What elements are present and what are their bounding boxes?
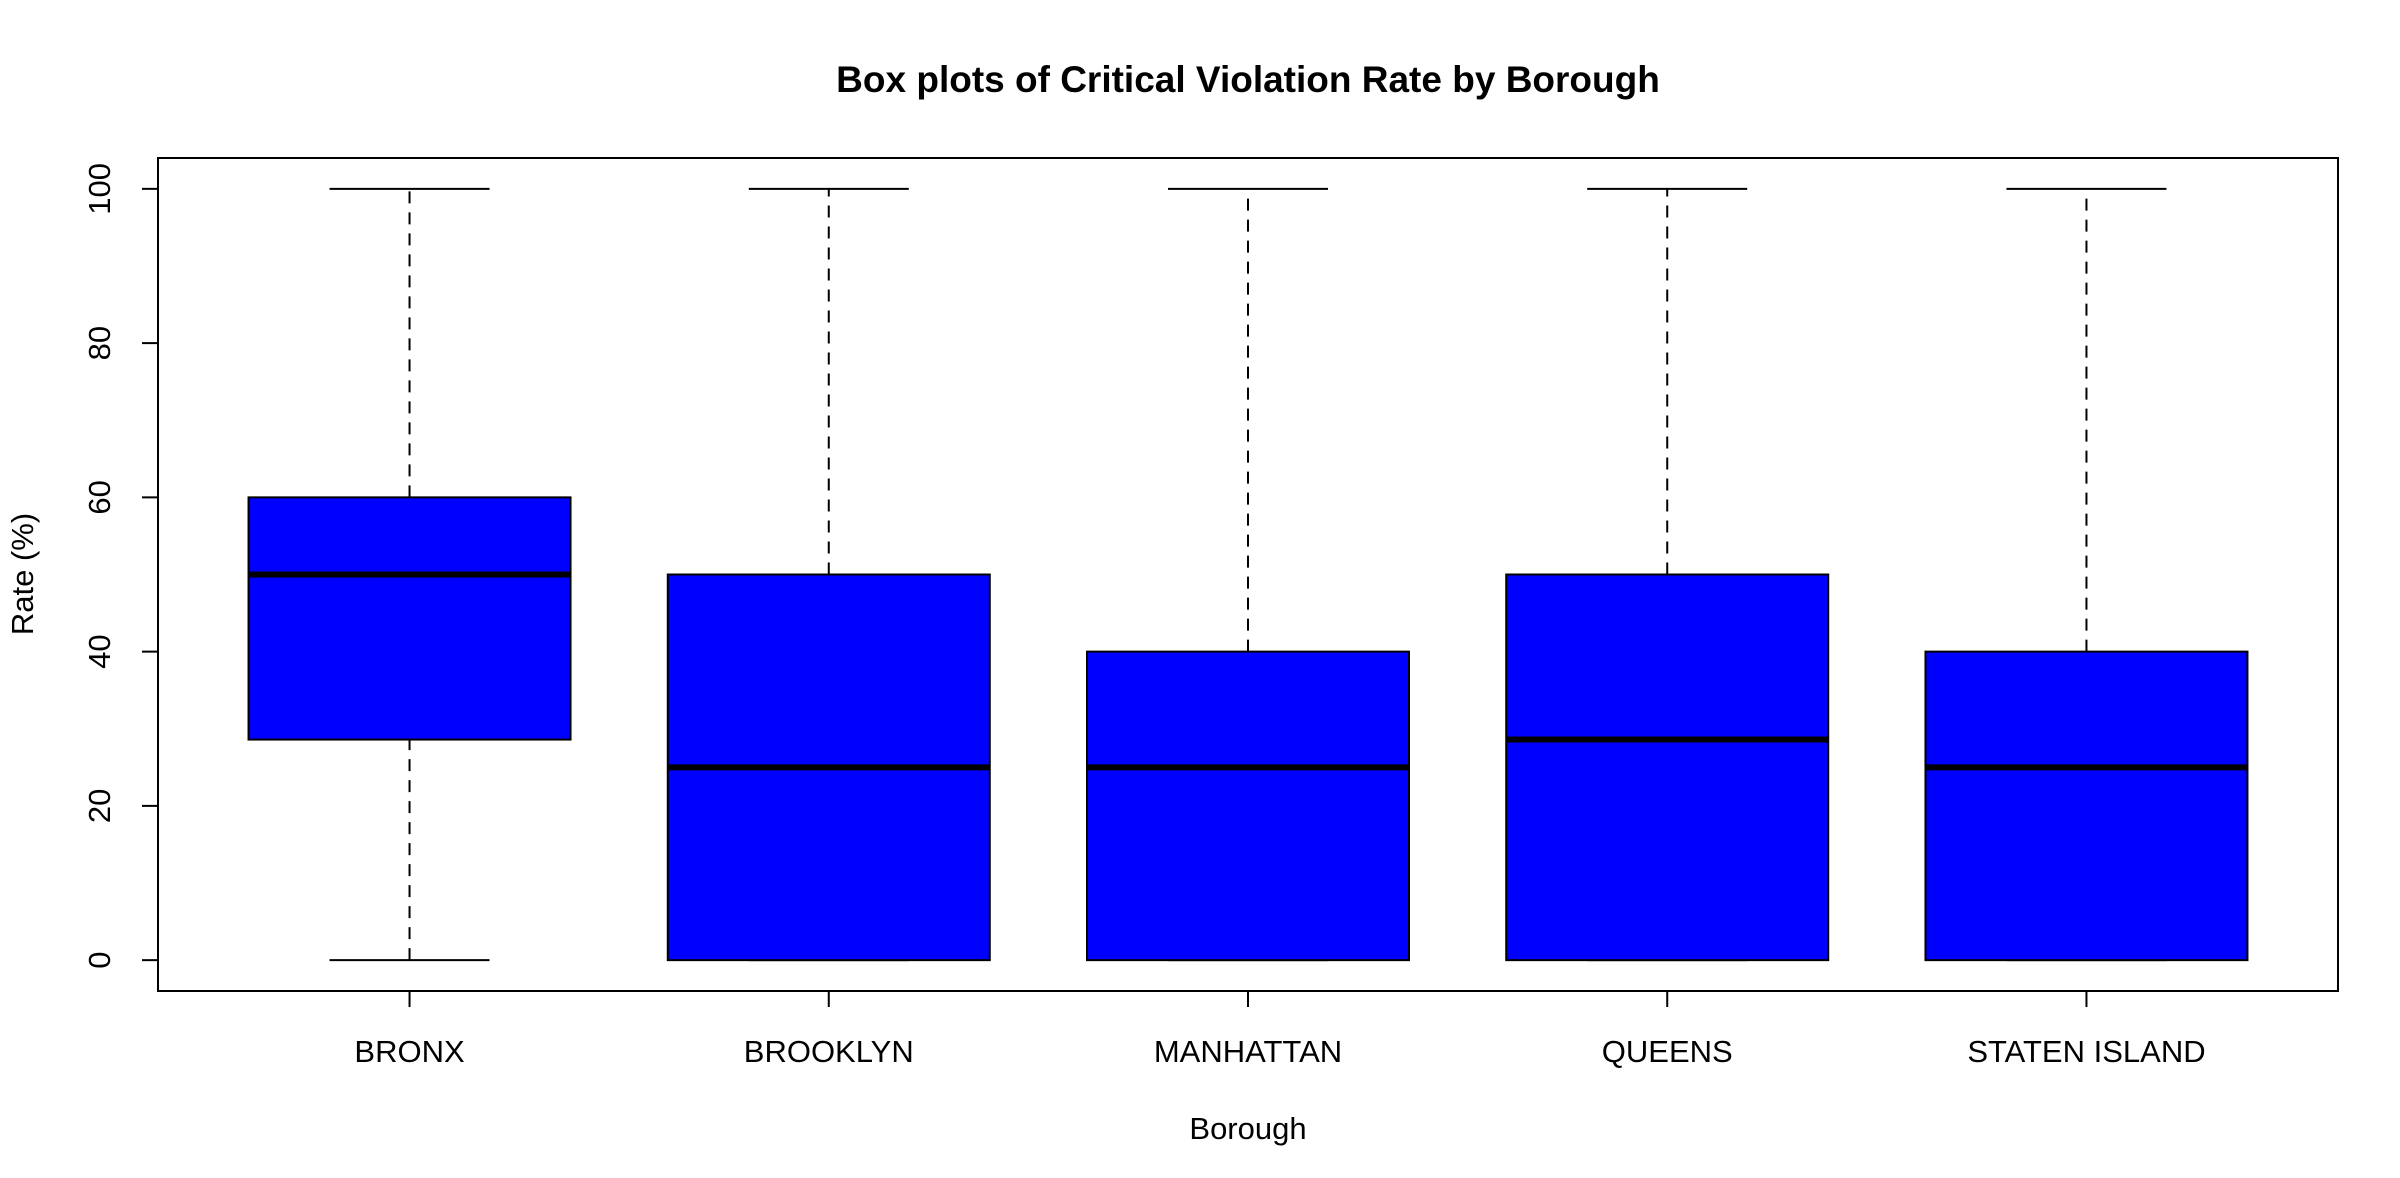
y-tick-label: 40 [82, 634, 117, 668]
y-tick-label: 80 [82, 326, 117, 360]
iqr-box [1505, 573, 1830, 962]
x-tick-label: BRONX [354, 1034, 465, 1069]
iqr-box [1086, 650, 1410, 962]
x-axis-label: Borough [1189, 1111, 1306, 1146]
box-queens [1505, 187, 1830, 962]
boxes [247, 187, 2249, 962]
box-manhattan [1086, 187, 1410, 962]
iqr-box [247, 496, 572, 741]
x-axis: BRONX BROOKLYN MANHATTAN QUEENS STATEN ISLAN… [354, 991, 2206, 1069]
y-axis: 0 20 40 60 80 100 [82, 163, 158, 969]
y-tick-label: 0 [82, 952, 117, 969]
x-tick-label: STATEN ISLAND [1967, 1034, 2205, 1069]
x-tick-label: MANHATTAN [1154, 1034, 1342, 1069]
x-tick-label: QUEENS [1602, 1034, 1733, 1069]
y-tick-label: 60 [82, 480, 117, 514]
x-tick-label: BROOKLYN [744, 1034, 914, 1069]
box-bronx [247, 187, 572, 962]
chart-title: Box plots of Critical Violation Rate by … [836, 59, 1660, 100]
y-tick-label: 20 [82, 789, 117, 823]
y-tick-label: 100 [82, 163, 117, 215]
box-brooklyn [666, 187, 991, 962]
y-axis-label: Rate (%) [5, 513, 40, 635]
iqr-box [1924, 650, 2249, 962]
box-staten-island [1924, 187, 2249, 962]
